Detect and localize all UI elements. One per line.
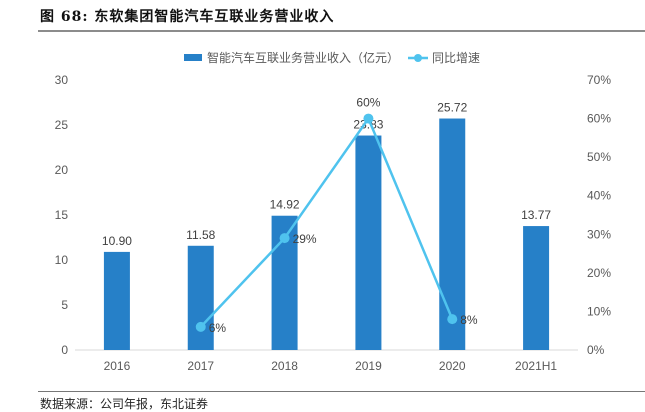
bar xyxy=(187,245,214,350)
y-left-tick-label: 0 xyxy=(61,343,68,357)
legend-label-line: 同比增速 xyxy=(432,51,480,65)
x-axis: 2016 2017 2018 2019 2020 2021H1 xyxy=(104,359,558,373)
bar-series xyxy=(103,118,550,351)
source-note: 数据来源：公司年报，东北证券 xyxy=(40,397,209,411)
growth-marker xyxy=(279,233,290,244)
bar-data-label: 13.77 xyxy=(521,208,551,222)
growth-line xyxy=(199,115,454,328)
combo-chart: 智能汽车互联业务营业收入（亿元） 同比增速 0 5 10 15 20 25 30 0% 10%… xyxy=(55,50,612,373)
y-right-tick-label: 60% xyxy=(587,112,611,126)
title-divider xyxy=(38,30,645,32)
y-left-tick-label: 20 xyxy=(55,163,69,177)
growth-data-label: 8% xyxy=(460,313,478,327)
legend-label-bar: 智能汽车互联业务营业收入（亿元） xyxy=(207,50,399,65)
x-tick-label: 2019 xyxy=(355,359,382,373)
bar-data-label: 11.58 xyxy=(186,228,215,242)
legend: 智能汽车互联业务营业收入（亿元） 同比增速 xyxy=(184,50,480,65)
y-left-tick-label: 10 xyxy=(55,253,69,267)
bar xyxy=(523,226,550,350)
y-right-tick-label: 30% xyxy=(587,227,611,241)
y-right-tick-label: 10% xyxy=(587,304,611,318)
growth-data-label: 60% xyxy=(356,96,380,110)
y-axis-right: 0% 10% 20% 30% 40% 50% 60% 70% xyxy=(587,73,611,357)
growth-data-label: 29% xyxy=(293,232,317,246)
x-tick-label: 2017 xyxy=(187,359,214,373)
y-right-tick-label: 70% xyxy=(587,73,611,87)
growth-marker xyxy=(195,321,206,332)
bar xyxy=(439,118,466,351)
y-left-tick-label: 15 xyxy=(55,208,69,222)
bar-data-label: 14.92 xyxy=(270,198,300,212)
y-right-tick-label: 20% xyxy=(587,266,611,280)
bar-data-label: 10.90 xyxy=(102,234,132,248)
growth-data-label: 6% xyxy=(209,321,227,335)
legend-swatch-marker xyxy=(414,54,422,62)
y-right-tick-label: 0% xyxy=(587,343,605,357)
x-tick-label: 2016 xyxy=(104,359,131,373)
source-divider xyxy=(38,391,645,392)
y-left-tick-label: 25 xyxy=(55,118,69,132)
y-right-tick-label: 50% xyxy=(587,150,611,164)
figure-title: 图 68: 东软集团智能汽车互联业务营业收入 xyxy=(40,9,335,25)
line-series: 6% 29% 60% 8% xyxy=(195,96,478,335)
legend-swatch-bar xyxy=(184,54,202,61)
bar-data-label: 25.72 xyxy=(437,101,467,115)
y-axis-left: 0 5 10 15 20 25 30 xyxy=(55,73,69,357)
x-tick-label: 2021H1 xyxy=(515,359,557,373)
x-tick-label: 2020 xyxy=(439,359,466,373)
bar xyxy=(355,135,382,350)
y-right-tick-label: 40% xyxy=(587,189,611,203)
y-left-tick-label: 30 xyxy=(55,73,69,87)
bar xyxy=(103,251,130,350)
x-tick-label: 2018 xyxy=(271,359,298,373)
y-left-tick-label: 5 xyxy=(61,298,68,312)
growth-marker xyxy=(447,314,458,325)
growth-marker xyxy=(363,113,374,124)
